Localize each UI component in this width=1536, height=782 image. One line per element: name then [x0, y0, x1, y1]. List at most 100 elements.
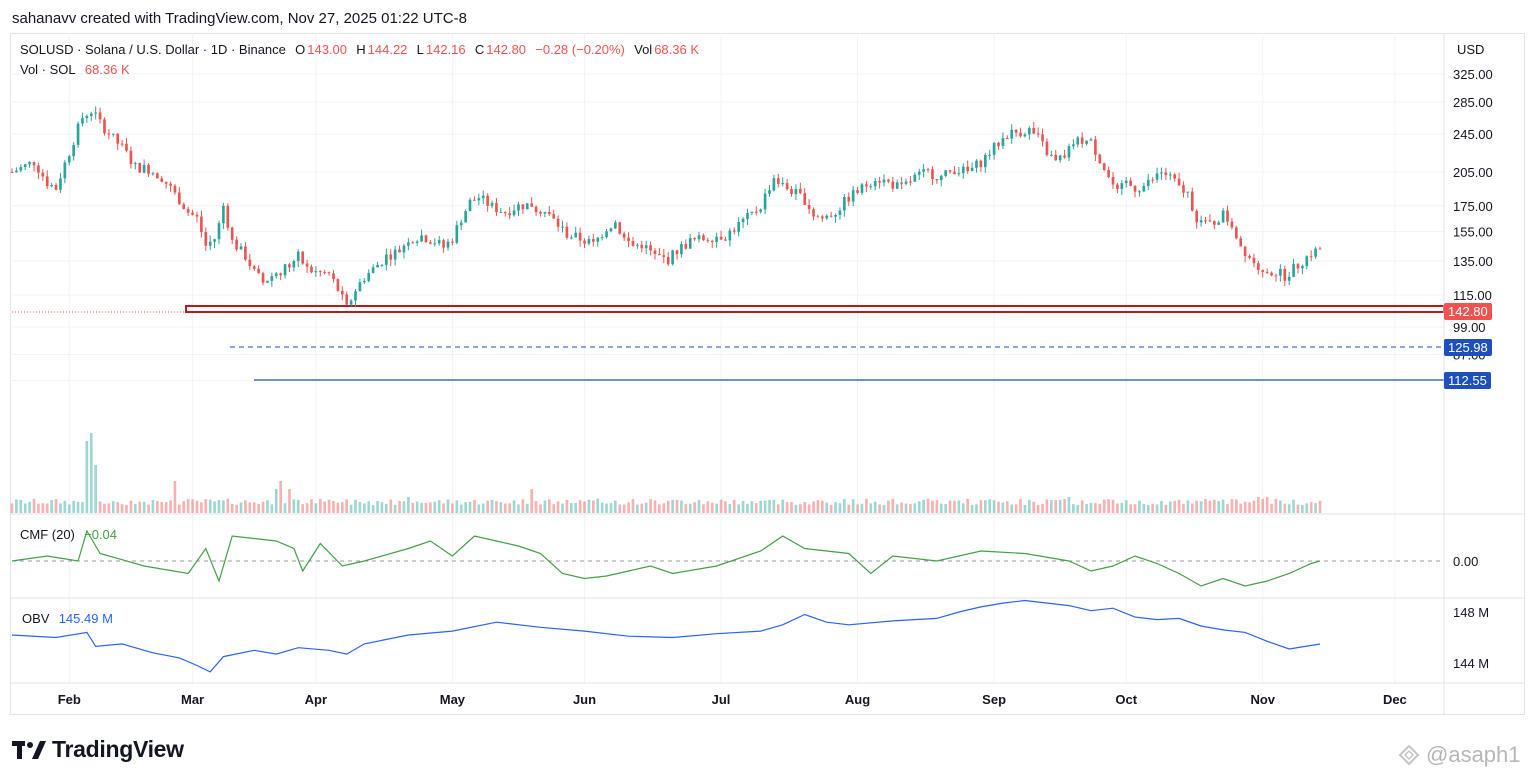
- volume-bar: [1274, 498, 1278, 513]
- volume-bar: [605, 503, 608, 513]
- volume-bar: [1182, 503, 1185, 513]
- volume-bar: [843, 499, 846, 513]
- candle-body: [191, 212, 194, 215]
- candle-body: [244, 246, 247, 260]
- candle-body: [821, 216, 824, 219]
- volume-bar: [552, 504, 556, 513]
- candle-body: [363, 281, 366, 283]
- volume-bar: [887, 500, 890, 513]
- candle-body: [1190, 191, 1194, 211]
- candle-body: [407, 242, 410, 246]
- tradingview-logo[interactable]: TradingView: [12, 736, 184, 763]
- candle-body: [909, 181, 912, 183]
- candle-body: [759, 209, 763, 212]
- close-label: C: [474, 42, 485, 57]
- candle-body: [239, 246, 243, 250]
- candle-body: [1248, 255, 1251, 258]
- volume-bar: [279, 481, 282, 513]
- candle-body: [521, 204, 525, 210]
- volume-series-label[interactable]: Vol · SOL: [20, 62, 76, 77]
- candle-body: [437, 240, 441, 244]
- volume-bar: [32, 498, 36, 513]
- candle-body: [697, 235, 701, 240]
- candle-body: [442, 240, 445, 248]
- price-tick-label: 115.00: [1453, 288, 1492, 303]
- volume-bar: [1270, 503, 1273, 513]
- cmf-label[interactable]: CMF (20): [20, 527, 75, 542]
- candle-body: [138, 163, 142, 173]
- obv-axis-label: 144 M: [1453, 656, 1489, 671]
- volume-bar: [1098, 503, 1102, 513]
- candle-body: [688, 238, 692, 249]
- obv-label-text[interactable]: OBV: [22, 611, 50, 626]
- volume-bar: [28, 501, 31, 513]
- volume-bar: [957, 500, 961, 513]
- symbol-name[interactable]: SOLUSD · Solana / U.S. Dollar · 1D · Bin…: [20, 42, 286, 57]
- candle-body: [662, 255, 666, 257]
- volume-series-value: 68.36 K: [84, 62, 130, 77]
- volume-bar: [98, 501, 102, 513]
- candle-body: [913, 174, 917, 182]
- candle-body: [1054, 154, 1058, 161]
- volume-bar: [1102, 499, 1106, 513]
- candle-body: [799, 188, 802, 194]
- volume-bar: [649, 499, 652, 513]
- candle-body: [1257, 263, 1260, 270]
- volume-bars: [10, 433, 1322, 513]
- price-tick-label: 155.00: [1453, 225, 1493, 240]
- cmf-line: [11, 529, 1321, 587]
- volume-bar: [252, 502, 256, 513]
- volume-bar: [1235, 499, 1238, 513]
- volume-bar: [1204, 499, 1207, 513]
- volume-bar: [186, 499, 190, 513]
- high-label: H: [356, 42, 366, 57]
- candle-body: [636, 244, 639, 246]
- candle-body: [1164, 172, 1168, 175]
- candle-body: [979, 160, 983, 168]
- volume-bar: [455, 500, 459, 513]
- volume-bar: [662, 503, 666, 513]
- volume-bar: [816, 500, 820, 513]
- candle-body: [349, 300, 353, 305]
- volume-bar: [1195, 500, 1199, 513]
- candle-body: [89, 113, 93, 116]
- volume-bar: [41, 503, 45, 513]
- candle-body: [556, 218, 560, 227]
- currency-selector[interactable]: USD: [1457, 42, 1485, 57]
- volume-bar: [909, 504, 912, 513]
- candle-body: [230, 227, 234, 240]
- volume-bar: [754, 503, 758, 513]
- volume-bar: [446, 499, 450, 513]
- volume-bar: [653, 500, 657, 513]
- candle-body: [825, 215, 829, 219]
- volume-bar: [710, 502, 714, 513]
- month-tick-label: Aug: [845, 692, 870, 707]
- volume-bar: [966, 498, 969, 513]
- candle-body: [376, 264, 379, 268]
- volume-bar: [481, 503, 485, 513]
- volume-bar: [939, 503, 943, 513]
- candle-body: [411, 242, 415, 244]
- volume-bar: [614, 500, 617, 513]
- candle-body: [217, 223, 221, 240]
- candle-body: [1239, 238, 1243, 247]
- candle-body: [512, 210, 516, 216]
- candle-body: [847, 197, 851, 202]
- volume-bar: [1072, 504, 1075, 513]
- candle-body: [1023, 134, 1027, 137]
- volume-bar: [37, 503, 40, 513]
- candle-body: [1019, 132, 1022, 137]
- volume-bar: [1111, 499, 1115, 513]
- volume-bar: [1129, 504, 1132, 513]
- volume-bar: [1257, 497, 1260, 513]
- candle-body: [261, 273, 265, 283]
- candle-body: [1283, 268, 1287, 281]
- volume-bar: [697, 500, 701, 513]
- volume-bar: [618, 504, 622, 513]
- volume-bar: [178, 504, 181, 513]
- candle-body: [266, 280, 269, 283]
- volume-bar: [1036, 504, 1040, 513]
- volume-bar: [948, 500, 952, 513]
- price-tick-label: 245.00: [1453, 127, 1493, 142]
